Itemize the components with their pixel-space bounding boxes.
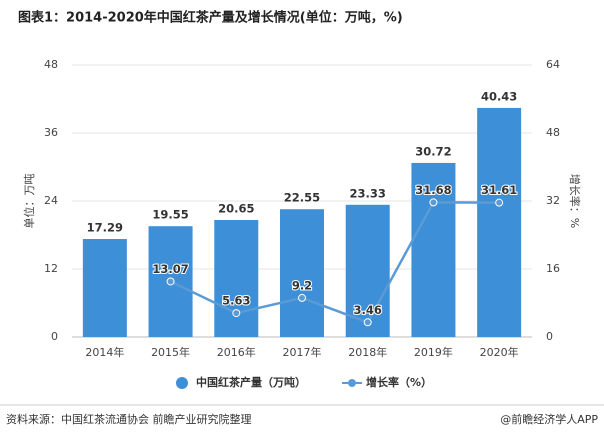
y2-tick-label: 0 xyxy=(546,330,553,343)
bar-value-label: 20.65 xyxy=(218,201,254,215)
line-value-label: 9.2 xyxy=(292,278,312,292)
line-marker xyxy=(232,309,241,318)
bar xyxy=(82,239,127,337)
legend-swatch xyxy=(176,377,188,389)
y-tick-label: 24 xyxy=(44,194,58,207)
bar xyxy=(280,209,324,337)
y2-axis-label: 增长率：% xyxy=(568,174,582,228)
bar xyxy=(345,204,390,337)
line-marker xyxy=(166,277,175,286)
line-marker xyxy=(429,198,438,207)
line-value-label: 3.46 xyxy=(354,303,382,317)
bar-value-label: 22.55 xyxy=(284,191,320,205)
line-value-label: 5.63 xyxy=(222,294,250,308)
y-tick-label: 36 xyxy=(44,126,58,139)
source: 资料来源：中国红茶流通协会 前瞻产业研究院整理 xyxy=(6,412,252,426)
y-axis-label: 单位：万吨 xyxy=(22,174,36,229)
bar xyxy=(411,162,456,337)
line-value-label: 31.61 xyxy=(481,183,517,197)
legend-label: 中国红茶产量（万吨） xyxy=(196,375,306,389)
bar xyxy=(477,107,522,337)
line-value-label: 13.07 xyxy=(152,262,188,276)
y2-tick-label: 16 xyxy=(546,262,560,275)
y2-tick-label: 64 xyxy=(546,58,560,71)
x-tick-label: 2014年 xyxy=(85,345,124,359)
line xyxy=(170,201,500,324)
legend-swatch xyxy=(348,379,356,387)
line-marker xyxy=(298,293,306,302)
bar-value-label: 30.72 xyxy=(415,144,451,158)
line-marker xyxy=(363,318,372,327)
credit: @前瞻经济学人APP xyxy=(500,412,598,426)
x-tick-label: 2018年 xyxy=(348,345,387,359)
line-marker xyxy=(495,198,504,207)
y-tick-label: 48 xyxy=(44,58,58,71)
bar xyxy=(214,219,259,337)
y2-tick-label: 48 xyxy=(546,126,560,139)
bar-value-label: 40.43 xyxy=(481,89,517,103)
bar-value-label: 17.29 xyxy=(87,221,123,235)
x-tick-label: 2016年 xyxy=(217,345,256,359)
chart-title: 图表1：2014-2020年中国红茶产量及增长情况(单位：万吨，%) xyxy=(18,10,403,26)
bar-value-label: 19.55 xyxy=(152,208,188,222)
y-tick-label: 0 xyxy=(51,330,58,343)
x-tick-label: 2020年 xyxy=(480,345,519,359)
x-tick-label: 2017年 xyxy=(283,345,322,359)
legend-label: 增长率（%） xyxy=(366,375,432,389)
y2-tick-label: 32 xyxy=(546,194,560,207)
x-tick-label: 2019年 xyxy=(414,345,453,359)
line-value-label: 31.68 xyxy=(415,183,451,197)
y-tick-label: 12 xyxy=(44,262,58,275)
bar-value-label: 23.33 xyxy=(350,186,386,200)
x-tick-label: 2015年 xyxy=(151,345,190,359)
